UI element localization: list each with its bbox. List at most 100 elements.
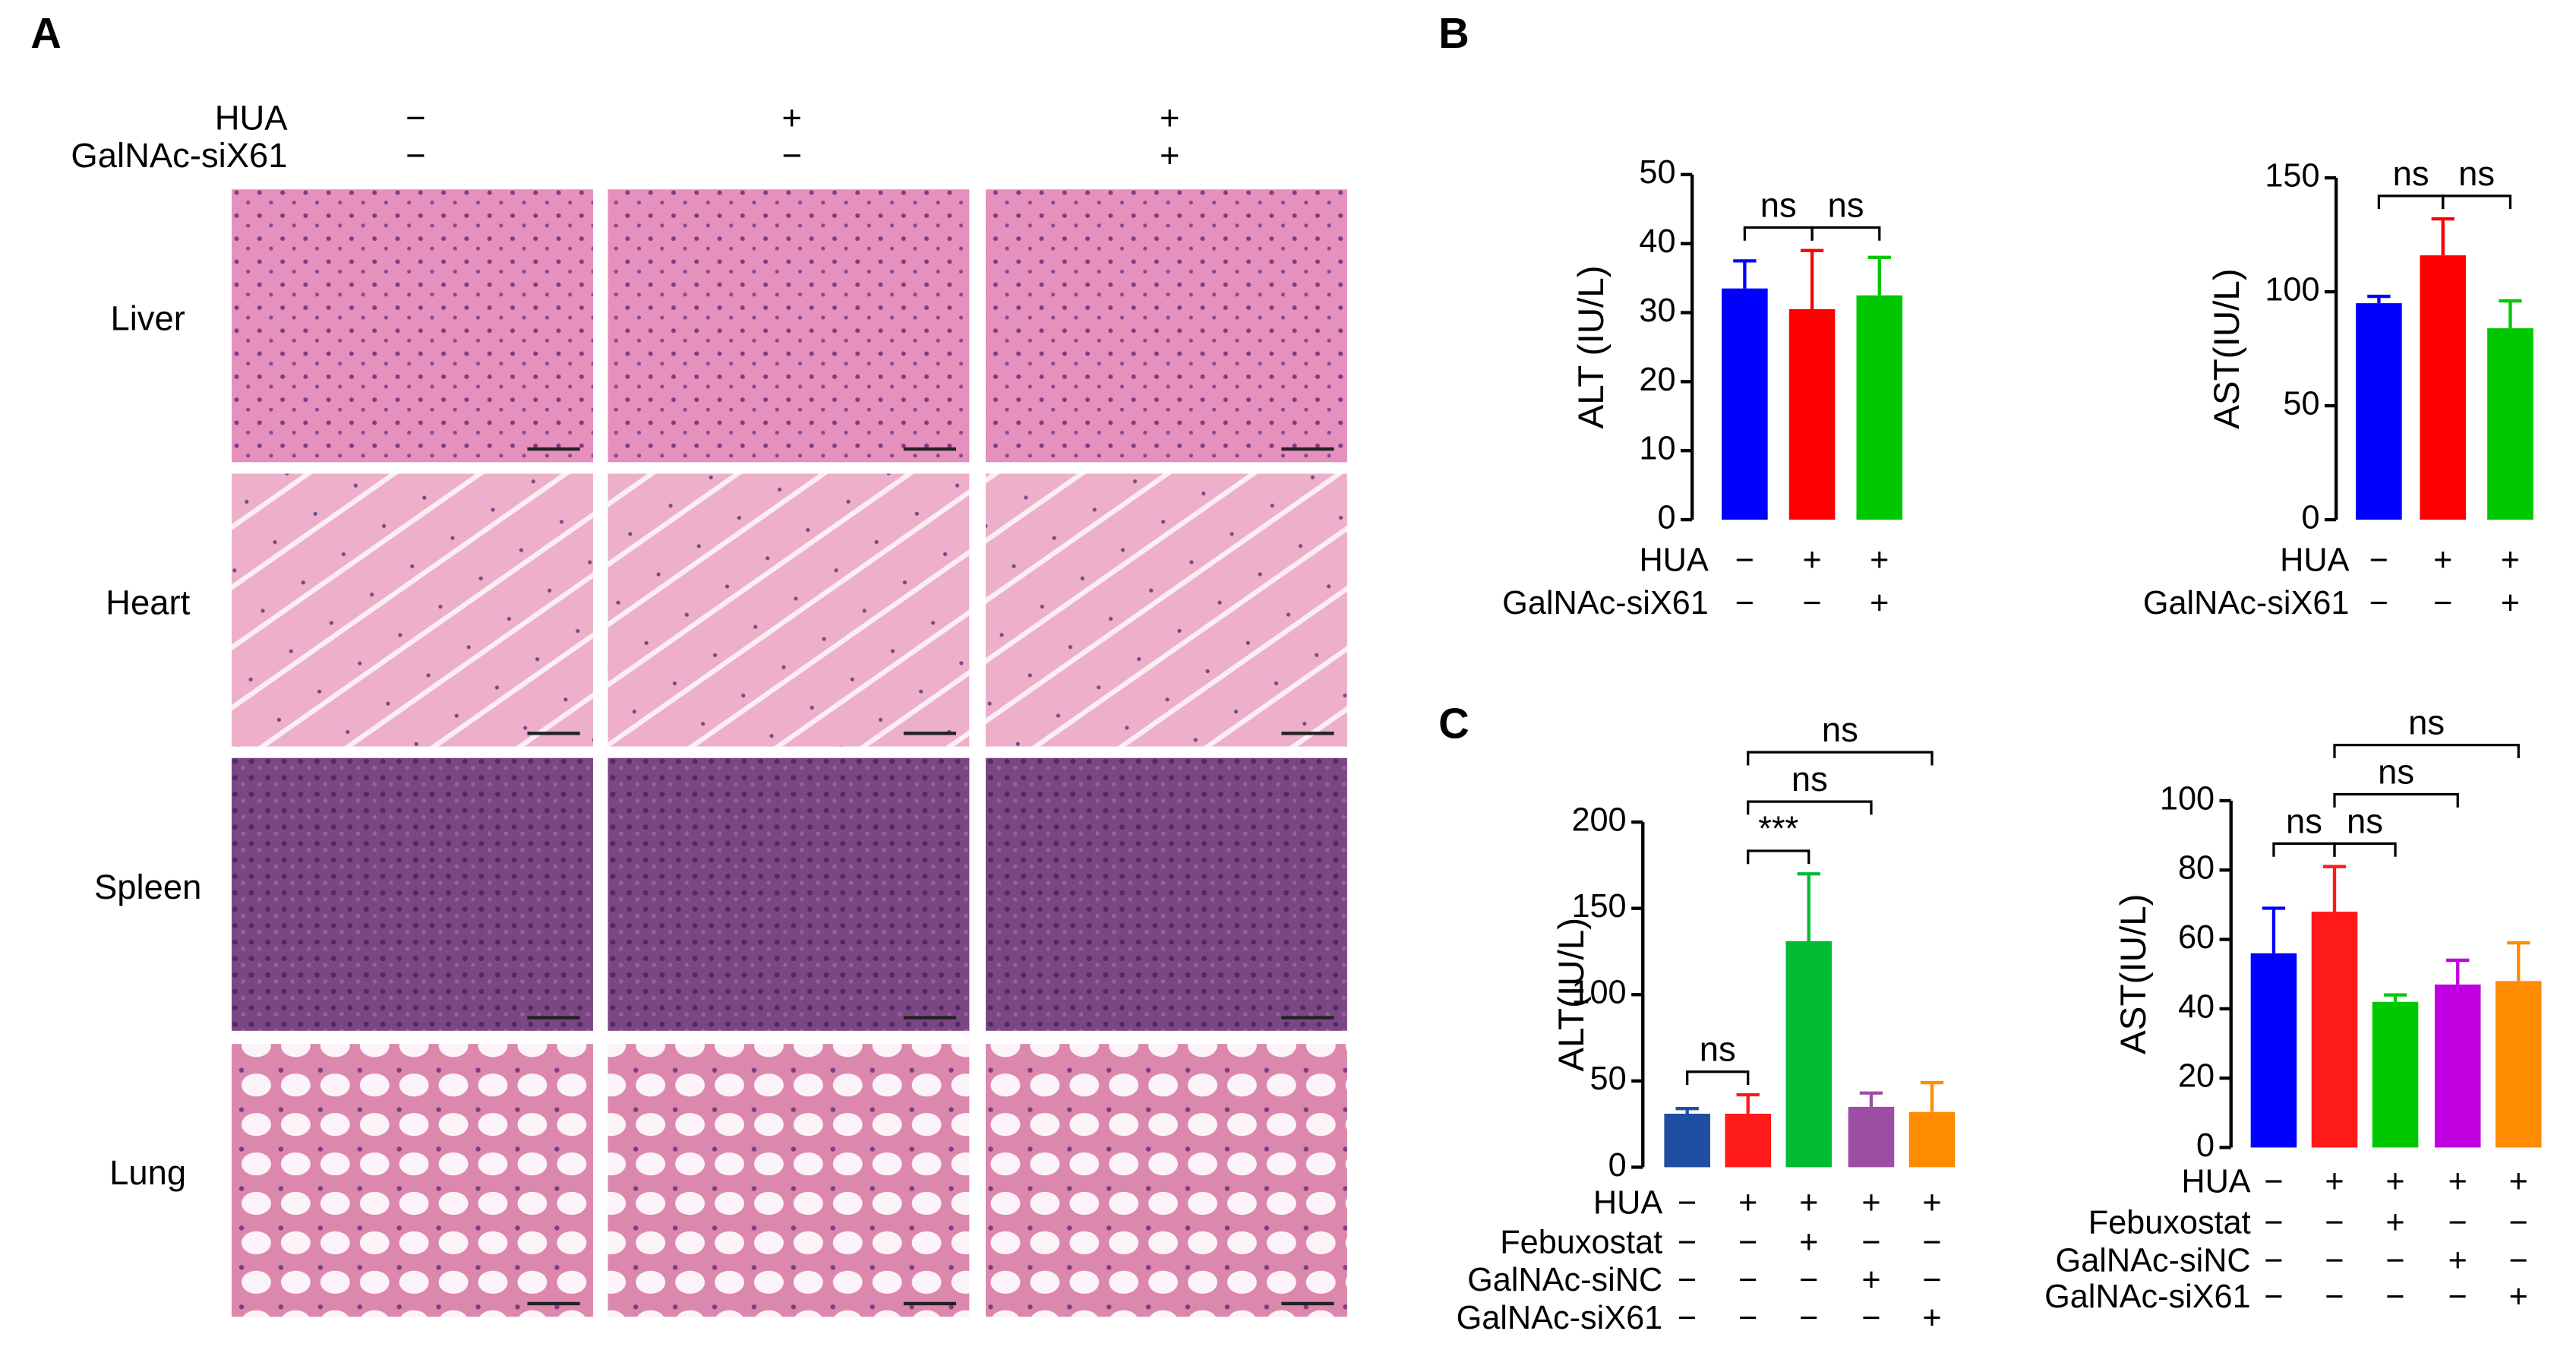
y-tick-label: 10 [1639, 431, 1675, 467]
y-tick-label: 150 [1571, 888, 1626, 925]
condition-sign: + [2385, 1163, 2404, 1200]
y-tick-label: 0 [1657, 499, 1675, 536]
significance-bracket [1747, 800, 1873, 815]
significance-label: ns [1827, 185, 1864, 224]
sign: + [781, 98, 802, 137]
condition-sign: − [2385, 1279, 2404, 1315]
y-tick-label: 80 [2178, 850, 2215, 887]
micrograph [232, 473, 593, 747]
condition-label: HUA [2181, 1163, 2250, 1200]
micrograph [232, 757, 593, 1031]
y-tick-label: 0 [1608, 1147, 1627, 1184]
condition-sign: + [1922, 1300, 1941, 1336]
condition-sign: − [2325, 1242, 2344, 1279]
significance-label: ns [1760, 185, 1797, 224]
significance-bracket [2333, 792, 2459, 808]
panel-label: C [1438, 700, 1470, 748]
panel-label: B [1438, 9, 1470, 57]
condition-sign: + [2448, 1163, 2467, 1200]
condition-sign: + [2509, 1279, 2528, 1315]
y-tick-label: 20 [1639, 362, 1675, 398]
bar [1664, 1113, 1710, 1168]
condition-sign: + [1799, 1224, 1818, 1260]
bar [1848, 1106, 1895, 1168]
condition-sign: − [1922, 1262, 1941, 1298]
condition-sign: − [1738, 1300, 1757, 1336]
significance-label: ns [1700, 1030, 1736, 1069]
bar [2496, 981, 2542, 1148]
condition-sign: − [1922, 1224, 1941, 1260]
condition-label: HUA [1639, 542, 1708, 579]
panel-label: A [30, 9, 62, 57]
significance-bracket [1747, 751, 1934, 766]
condition-sign: + [2509, 1163, 2528, 1200]
micrograph [608, 757, 970, 1031]
tissue-label: Spleen [94, 868, 201, 906]
condition-label: GalNAc-siX61 [1502, 585, 1709, 621]
condition-sign: + [2325, 1163, 2344, 1200]
condition-sign: + [1861, 1185, 1880, 1222]
condition-sign: + [1870, 585, 1889, 621]
y-tick-label: 50 [1590, 1061, 1627, 1097]
condition-sign: − [2264, 1242, 2283, 1279]
significance-bracket [2333, 744, 2520, 758]
y-tick-label: 100 [1571, 975, 1626, 1011]
sign: − [781, 136, 802, 175]
bar [2434, 984, 2481, 1148]
significance-label: ns [2458, 154, 2495, 193]
condition-sign: − [1735, 585, 1754, 621]
y-tick-label: 100 [2160, 780, 2215, 817]
bar [1856, 295, 1903, 520]
y-tick-label: 50 [2283, 386, 2319, 422]
condition-sign: + [1861, 1262, 1880, 1298]
condition-sign: + [2501, 542, 2520, 579]
significance-label: ns [2393, 154, 2429, 193]
condition-sign: + [1870, 542, 1889, 579]
bar [1788, 308, 1836, 520]
significance-bracket [2272, 842, 2336, 857]
condition-sign: − [1738, 1224, 1757, 1260]
condition-sign: − [1735, 542, 1754, 579]
condition-label: GalNAc-siX61 [2044, 1279, 2251, 1315]
y-tick-label: 200 [1571, 802, 1626, 839]
sign: + [1160, 136, 1180, 175]
y-tick-label: 30 [1639, 292, 1675, 329]
significance-label: *** [1758, 809, 1798, 848]
sign: + [1160, 98, 1180, 137]
bar [2420, 255, 2467, 520]
condition-sign: + [1738, 1185, 1757, 1222]
condition-sign: − [1738, 1262, 1757, 1298]
micrograph [608, 1044, 970, 1317]
condition-label: Febuxostat [1500, 1224, 1662, 1260]
bar [2250, 953, 2297, 1148]
condition-sign: − [2264, 1163, 2283, 1200]
y-axis-label: ALT(IU/L) [1552, 918, 1592, 1072]
significance-label: ns [2286, 801, 2322, 840]
tissue-label: Lung [109, 1153, 186, 1192]
y-tick-label: 50 [1639, 154, 1675, 191]
condition-sign: − [1861, 1300, 1880, 1336]
significance-bracket [2442, 194, 2512, 210]
micrograph [985, 473, 1347, 747]
condition-sign: + [1802, 542, 1821, 579]
condition-sign: − [2264, 1205, 2283, 1241]
y-tick-label: 100 [2265, 272, 2319, 308]
micrographs [232, 189, 1347, 1317]
y-tick-label: 20 [2178, 1058, 2215, 1095]
bar [2487, 328, 2533, 520]
condition-label: Febuxostat [2088, 1205, 2251, 1241]
condition-sign: + [2501, 585, 2520, 621]
condition-sign: − [1802, 585, 1821, 621]
significance-bracket [1743, 226, 1814, 241]
condition-sign: + [2433, 542, 2452, 579]
micrograph [608, 189, 970, 463]
bar [1908, 1111, 1956, 1168]
condition-label: GalNAc-siNC [1467, 1262, 1662, 1298]
condition-sign: + [1799, 1185, 1818, 1222]
y-tick-label: 0 [2301, 499, 2319, 536]
row-label: HUA [215, 98, 289, 137]
y-tick-label: 40 [1639, 223, 1675, 260]
sign: − [406, 136, 426, 175]
condition-sign: − [1678, 1262, 1697, 1298]
